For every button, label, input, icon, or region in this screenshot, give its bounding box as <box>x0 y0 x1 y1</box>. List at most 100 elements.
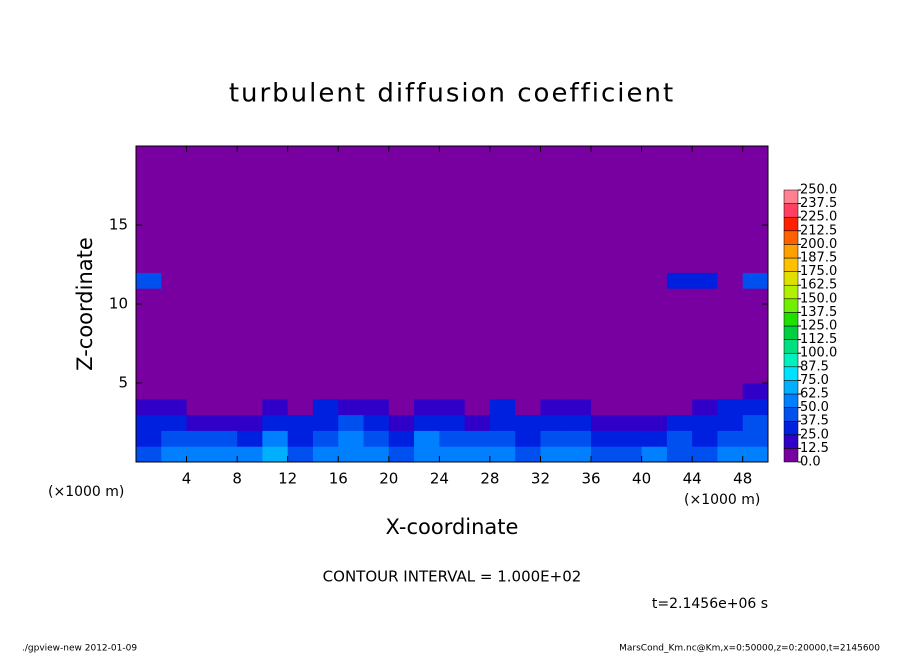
heat-cell <box>666 272 693 289</box>
x-tick-label: 28 <box>480 470 499 488</box>
heat-cell <box>338 256 365 273</box>
heat-cell <box>591 446 617 463</box>
heat-cell <box>136 430 162 447</box>
heat-cell <box>742 446 769 463</box>
colorbar-swatch <box>783 393 799 408</box>
heat-cell <box>211 335 238 384</box>
heat-cell <box>338 288 365 337</box>
heat-cell <box>312 335 339 384</box>
colorbar-label: 0.0 <box>800 455 821 470</box>
heat-cell <box>262 146 289 258</box>
heat-cell <box>540 383 567 400</box>
heat-cell <box>363 430 390 447</box>
heat-cell <box>363 272 390 289</box>
heat-cell <box>717 430 744 447</box>
heat-cell <box>692 288 718 337</box>
heat-cell <box>287 398 314 416</box>
heat-cell <box>489 414 516 431</box>
heat-cell <box>136 272 162 289</box>
heat-cell <box>464 383 491 400</box>
x-tick-label: 36 <box>581 470 600 488</box>
heat-cell <box>692 398 718 416</box>
contour-interval: CONTOUR INTERVAL = 1.000E+02 <box>323 568 582 586</box>
heat-cell <box>262 288 289 337</box>
heat-cell <box>692 430 718 447</box>
heat-cell <box>742 146 769 258</box>
y-tick-label: 5 <box>118 374 128 392</box>
heat-cell <box>591 414 617 431</box>
heat-cell <box>439 430 466 447</box>
heat-cell <box>237 146 263 258</box>
heat-cell <box>439 272 466 289</box>
heat-cell <box>464 146 491 258</box>
heat-cell <box>616 430 643 447</box>
heat-cell <box>641 288 668 337</box>
heat-cell <box>616 146 643 258</box>
heat-cell <box>515 446 541 463</box>
heat-cell <box>262 430 289 447</box>
heat-cell <box>464 272 491 289</box>
heat-cell <box>388 414 415 431</box>
heat-cell <box>439 446 466 463</box>
heat-cell <box>565 335 592 384</box>
heat-cell <box>287 414 314 431</box>
heat-cell <box>363 288 390 337</box>
heat-cell <box>287 272 314 289</box>
heat-cell <box>565 383 592 400</box>
heat-cell <box>540 414 567 431</box>
heat-cell <box>666 430 693 447</box>
x-tick-label: 48 <box>733 470 752 488</box>
heat-cell <box>540 272 567 289</box>
heat-cell <box>515 272 541 289</box>
heat-cell <box>287 288 314 337</box>
heat-cell <box>161 414 188 431</box>
heat-cell <box>211 383 238 400</box>
heat-cell <box>641 146 668 258</box>
heat-cell <box>161 398 188 416</box>
footer-left: ./gpview-new 2012-01-09 <box>22 644 137 654</box>
colorbar-swatch <box>783 380 799 395</box>
x-unit-label: (×1000 m) <box>684 492 760 508</box>
heat-cell <box>287 335 314 384</box>
heat-cell <box>312 383 339 400</box>
heat-cell <box>262 272 289 289</box>
heat-cell <box>414 398 440 416</box>
colorbar-label: 162.5 <box>800 278 837 293</box>
colorbar-swatch <box>783 284 799 300</box>
colorbar-label: 125.0 <box>800 319 837 334</box>
heat-cell <box>363 383 390 400</box>
heat-cell <box>338 414 365 431</box>
heat-cell <box>616 446 643 463</box>
heat-cell <box>312 414 339 431</box>
heat-cell <box>186 288 213 337</box>
heat-cell <box>388 288 415 337</box>
heat-cell <box>540 256 567 273</box>
heat-cell <box>439 288 466 337</box>
heat-cell <box>540 335 567 384</box>
heat-cell <box>363 146 390 258</box>
heat-cell <box>312 446 339 463</box>
chart-title: turbulent diffusion coefficient <box>229 79 675 109</box>
heat-cell <box>388 256 415 273</box>
heat-cell <box>641 398 668 416</box>
heat-cell <box>363 256 390 273</box>
heat-cell <box>136 146 162 258</box>
heat-cell <box>186 430 213 447</box>
heat-cell <box>591 146 617 258</box>
heat-cell <box>363 446 390 463</box>
heat-cell <box>237 335 263 384</box>
heat-cell <box>742 414 769 431</box>
heat-cell <box>742 272 769 289</box>
colorbar-label: 87.5 <box>800 359 829 374</box>
heat-cell <box>136 414 162 431</box>
heat-cell <box>591 256 617 273</box>
colorbar-label: 237.5 <box>800 196 837 211</box>
footer-right: MarsCond_Km.nc@Km,x=0:50000,z=0:20000,t=… <box>619 644 880 654</box>
colorbar-swatch <box>783 366 799 381</box>
heat-cell <box>742 398 769 416</box>
colorbar-swatch <box>783 407 799 422</box>
heat-cell <box>717 446 744 463</box>
colorbar-swatch <box>783 230 799 245</box>
colorbar-label: 37.5 <box>800 414 829 429</box>
x-tick-label: 24 <box>430 470 449 488</box>
